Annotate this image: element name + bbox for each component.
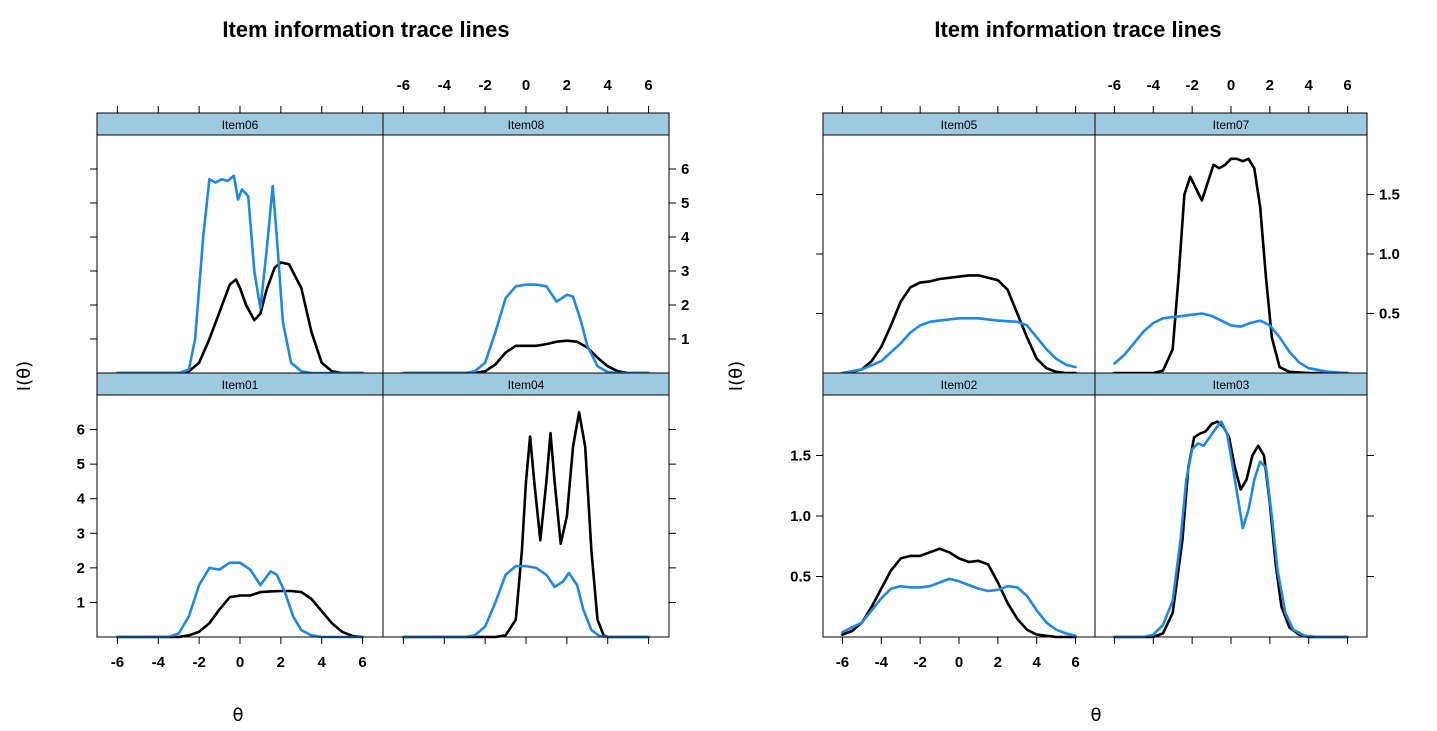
y-tick-label: 1.0 <box>1379 246 1400 263</box>
panel-frame <box>822 394 1096 638</box>
series-2-line <box>402 283 650 375</box>
x-tick-label: 4 <box>1305 77 1314 94</box>
x-tick-label: 0 <box>522 77 530 94</box>
y-axis-label: I(θ) <box>726 361 747 391</box>
panel-frame <box>1094 394 1368 638</box>
chart-title: Item information trace lines <box>222 17 509 42</box>
series-2-line <box>116 174 364 375</box>
x-tick-label: 2 <box>563 77 571 94</box>
x-tick-label: -6 <box>397 77 410 94</box>
strip-label: Item05 <box>941 118 978 132</box>
y-tick-label: 4 <box>681 229 690 246</box>
x-tick-label: 0 <box>955 654 963 671</box>
panel-item04: Item04 <box>382 372 670 639</box>
y-tick-label: 3 <box>77 525 85 542</box>
series-1-line <box>116 589 364 639</box>
strip-label: Item06 <box>222 118 259 132</box>
x-tick-label: 0 <box>236 654 244 671</box>
series-2-line <box>116 561 364 639</box>
y-tick-label: 4 <box>77 491 86 508</box>
panel-item03: Item03 <box>1094 372 1368 639</box>
outer-frame <box>96 112 670 638</box>
x-axis-label: θ <box>1090 705 1101 726</box>
chart-1: Item information trace lines Item06 Item08… <box>14 17 690 726</box>
y-tick-label: 3 <box>681 263 689 280</box>
series-1-line <box>402 411 650 639</box>
y-tick-label: 5 <box>681 195 689 212</box>
x-tick-label: 6 <box>1071 654 1079 671</box>
strip-label: Item02 <box>941 378 978 392</box>
x-tick-label: 6 <box>358 654 366 671</box>
panel-item06: Item06 <box>96 112 384 375</box>
x-tick-label: 4 <box>318 654 327 671</box>
x-tick-label: -4 <box>1147 77 1161 94</box>
y-tick-label: 1.5 <box>790 448 811 465</box>
series-1-line <box>1113 157 1349 375</box>
x-tick-label: -6 <box>836 654 849 671</box>
series-2-line <box>1113 420 1349 639</box>
panel-frame <box>96 394 384 638</box>
chart-2: Item information trace lines Item05 Item07… <box>726 17 1400 726</box>
y-axis-label: I(θ) <box>14 361 35 391</box>
x-tick-label: -4 <box>875 654 889 671</box>
x-tick-label: 0 <box>1227 77 1235 94</box>
strip-label: Item04 <box>508 378 545 392</box>
series-1-line <box>402 339 650 375</box>
y-tick-label: 6 <box>681 161 689 178</box>
x-tick-label: 2 <box>1266 77 1274 94</box>
x-axis-label: θ <box>232 705 243 726</box>
x-tick-label: 4 <box>604 77 613 94</box>
x-tick-label: -2 <box>1185 77 1198 94</box>
x-tick-label: -4 <box>438 77 452 94</box>
y-tick-label: 0.5 <box>790 569 811 586</box>
panel-item07: Item07 <box>1094 112 1368 375</box>
panel-item05: Item05 <box>822 112 1096 375</box>
x-tick-label: -4 <box>152 654 166 671</box>
strip-label: Item01 <box>222 378 259 392</box>
y-tick-label: 1 <box>77 594 85 611</box>
series-2-line <box>402 564 650 639</box>
x-tick-label: -2 <box>192 654 205 671</box>
series-1-line <box>841 547 1077 639</box>
x-tick-label: 4 <box>1033 654 1042 671</box>
outer-frame <box>822 112 1368 638</box>
panel-frame <box>382 394 670 638</box>
series-1-line <box>116 261 364 375</box>
x-tick-label: -6 <box>1108 77 1121 94</box>
x-tick-label: 2 <box>277 654 285 671</box>
y-tick-label: 5 <box>77 456 85 473</box>
x-tick-label: -2 <box>478 77 491 94</box>
x-tick-label: 6 <box>1343 77 1351 94</box>
y-tick-label: 1.5 <box>1379 187 1400 204</box>
series-1-line <box>1113 420 1349 639</box>
panel-item02: Item02 <box>822 372 1096 639</box>
panel-item08: Item08 <box>382 112 670 375</box>
y-tick-label: 2 <box>681 297 689 314</box>
x-tick-label: -6 <box>111 654 124 671</box>
panel-frame <box>1094 134 1368 374</box>
y-tick-label: 2 <box>77 560 85 577</box>
series-2-line <box>841 317 1077 375</box>
strip-label: Item07 <box>1213 118 1250 132</box>
panel-frame <box>96 134 384 374</box>
y-tick-label: 1.0 <box>790 508 811 525</box>
x-tick-label: 2 <box>994 654 1002 671</box>
strip-label: Item03 <box>1213 378 1250 392</box>
x-tick-label: -2 <box>913 654 926 671</box>
series-1-line <box>841 274 1077 375</box>
panel-frame <box>822 134 1096 374</box>
series-2-line <box>841 577 1077 638</box>
y-tick-label: 6 <box>77 422 85 439</box>
panel-item01: Item01 <box>96 372 384 639</box>
y-tick-label: 0.5 <box>1379 306 1400 323</box>
panel-frame <box>382 134 670 374</box>
x-tick-label: 6 <box>644 77 652 94</box>
chart-title: Item information trace lines <box>934 17 1221 42</box>
series-2-line <box>1113 312 1349 375</box>
y-tick-label: 1 <box>681 331 689 348</box>
strip-label: Item08 <box>508 118 545 132</box>
